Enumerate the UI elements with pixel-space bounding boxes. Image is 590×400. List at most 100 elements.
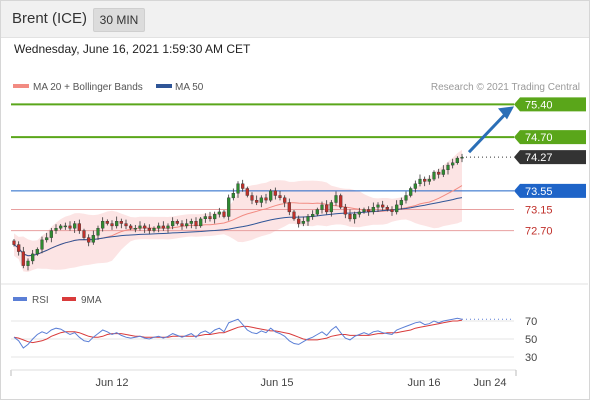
rsi-panel: 70 50 30 <box>11 316 537 364</box>
candle-body <box>236 183 240 194</box>
candle-body <box>185 223 189 227</box>
candle-body <box>269 190 273 201</box>
candle-body <box>203 216 207 219</box>
candle-body <box>143 225 147 229</box>
date-label: Wednesday, June 16, 2021 1:59:30 AM CET <box>14 42 251 56</box>
candle-body <box>133 227 137 230</box>
candle-body <box>119 220 123 224</box>
level-label-75-40: 75.40 <box>525 99 553 111</box>
candle-body <box>325 204 329 213</box>
candle-body <box>105 220 109 224</box>
candle-body <box>250 195 254 201</box>
candle-body <box>273 190 277 196</box>
instrument-title: Brent (ICE) <box>12 10 88 27</box>
candle-body <box>63 225 67 228</box>
timeframe-badge[interactable]: 30 MIN <box>93 8 145 32</box>
rsi-tick-label: 30 <box>525 352 537 364</box>
level-labels: 75.40 74.70 74.27 73.55 73.15 72.70 <box>514 97 586 238</box>
legend-ma20-label: MA 20 + Bollinger Bands <box>33 82 143 93</box>
candle-body <box>385 206 389 210</box>
candle-body <box>245 188 249 196</box>
candle-body <box>73 223 77 229</box>
candle-body <box>152 227 156 231</box>
candle-body <box>110 223 114 227</box>
candle-body <box>460 156 464 159</box>
candle-body <box>427 178 431 182</box>
candle-body <box>339 195 343 208</box>
rsi-legend: RSI 9MA <box>13 295 102 306</box>
candle-body <box>381 204 385 208</box>
candle-body <box>231 192 235 199</box>
candle-body <box>147 227 151 231</box>
rsi-legend-swatch <box>13 297 27 301</box>
level-label-72-70: 72.70 <box>525 226 553 238</box>
level-label-73-15: 73.15 <box>525 205 553 217</box>
candle-body <box>432 171 436 180</box>
candle-body <box>161 225 165 229</box>
candle-body <box>418 178 422 185</box>
candle-body <box>87 237 91 243</box>
candle-body <box>255 199 259 203</box>
candle-body <box>49 230 53 238</box>
credit-text: Research © 2021 Trading Central <box>431 82 580 93</box>
candle-body <box>348 213 352 220</box>
candle-body <box>124 223 128 227</box>
target-arrow <box>467 106 514 154</box>
ma9-legend-swatch <box>62 297 76 301</box>
candle-body <box>194 220 198 227</box>
rsi-line <box>13 317 463 349</box>
level-label-box <box>514 150 586 165</box>
candle-body <box>91 235 95 243</box>
candle-body <box>175 220 179 224</box>
candle-body <box>96 227 100 236</box>
candle-body <box>306 216 310 222</box>
x-tick-label: Jun 16 <box>407 377 440 389</box>
candle-body <box>59 225 63 229</box>
candle-body <box>343 206 347 215</box>
candle-body <box>26 260 30 266</box>
header-bar: Brent (ICE) 30 MIN <box>1 1 589 38</box>
target-arrow-shaft <box>467 112 508 154</box>
candle-body <box>35 249 39 255</box>
candle-body <box>129 225 133 229</box>
candle-body <box>287 202 291 213</box>
legend-ma50-swatch <box>156 84 172 88</box>
candle-body <box>40 239 44 250</box>
candle-body <box>199 218 203 227</box>
rsi-ma9-line <box>13 319 463 344</box>
level-label-box <box>514 97 586 112</box>
level-label-box <box>514 183 586 198</box>
x-axis-ticks: Jun 12 Jun 15 Jun 16 Jun 24 <box>95 377 506 389</box>
candle-body <box>423 178 427 182</box>
candle-body <box>301 220 305 224</box>
legend-ma20-swatch <box>13 84 29 88</box>
candle-body <box>404 195 408 201</box>
rsi-legend-label: RSI <box>32 295 49 306</box>
candle-body <box>278 195 282 198</box>
legend: MA 20 + Bollinger Bands MA 50 Research ©… <box>13 82 580 93</box>
candle-body <box>297 218 301 224</box>
candle-body <box>259 197 263 203</box>
candle-body <box>21 251 25 266</box>
candle-body <box>171 220 175 227</box>
candle-body <box>371 206 375 213</box>
candle-body <box>213 213 217 220</box>
candle-body <box>12 240 16 245</box>
candle-body <box>54 227 58 231</box>
candle-body <box>455 157 459 164</box>
candle-body <box>320 204 324 210</box>
candle-body <box>166 225 170 229</box>
level-label-73-55: 73.55 <box>525 186 553 198</box>
candle-body <box>395 204 399 213</box>
x-tick-label: Jun 12 <box>95 377 128 389</box>
candle-body <box>283 197 287 203</box>
price-levels <box>11 103 514 232</box>
candle-body <box>222 211 226 217</box>
candle-body <box>446 164 450 171</box>
candle-body <box>115 220 119 227</box>
candle-body <box>311 213 315 217</box>
candle-body <box>353 213 357 220</box>
level-label-74-70: 74.70 <box>525 132 553 144</box>
candle-body <box>441 169 445 175</box>
rsi-tick-label: 50 <box>525 334 537 346</box>
